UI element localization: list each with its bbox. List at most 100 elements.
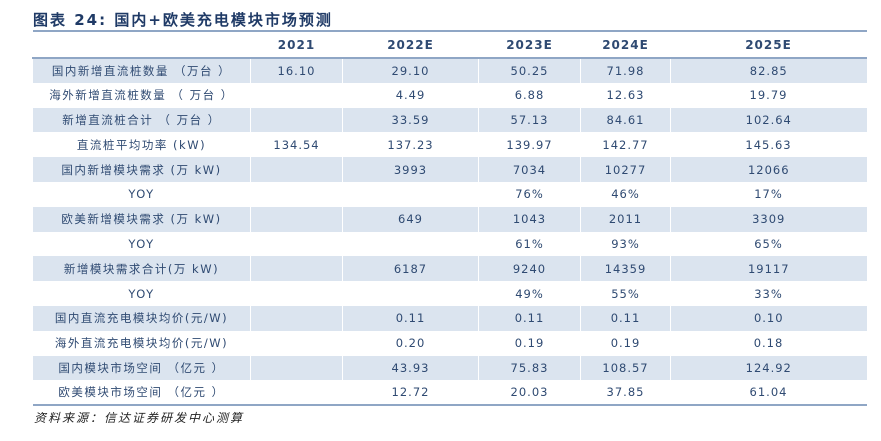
table-title: 图表 24: 国内+欧美充电模块市场预测 xyxy=(33,11,333,29)
table-cell: 50.25 xyxy=(478,58,581,83)
table-cell: 14359 xyxy=(580,256,671,282)
table-cell xyxy=(251,380,343,405)
table-row: YOY 61% 93% 65% xyxy=(33,232,867,257)
column-header: 2022E xyxy=(387,37,434,52)
table-cell: 37.85 xyxy=(606,385,645,400)
table-cell: 9240 xyxy=(478,256,581,282)
row-label: 欧美新增模块需求 (万 kW) xyxy=(32,206,251,232)
column-header: 2023E xyxy=(506,37,553,52)
table-cell: 75.83 xyxy=(478,355,581,381)
table-cell: 16.10 xyxy=(250,58,343,83)
row-label: 海外新增直流桩数量 （ 万台 ） xyxy=(49,88,234,103)
table-row: YOY 49% 55% 33% xyxy=(33,281,867,306)
table-cell: 124.92 xyxy=(670,355,867,381)
table-cell xyxy=(251,232,343,257)
table-cell: 0.11 xyxy=(342,305,479,331)
table-row: 国内新增模块需求 (万 kW) 3993 7034 10277 12066 xyxy=(32,157,867,182)
table-cell xyxy=(251,182,343,207)
table-cell: 3309 xyxy=(670,206,867,232)
column-header: 2024E xyxy=(602,37,649,52)
table-cell: 0.19 xyxy=(610,336,641,351)
table-cell xyxy=(343,232,479,257)
table-cell: 61.04 xyxy=(749,385,788,400)
table-cell: 76% xyxy=(515,187,544,202)
row-label: YOY xyxy=(128,286,155,301)
table-cell: 12066 xyxy=(670,157,867,182)
table-cell: 71.98 xyxy=(580,58,671,83)
table-cell xyxy=(251,281,343,306)
table-cell: 139.97 xyxy=(506,137,553,152)
table-cell: 82.85 xyxy=(670,58,867,83)
table-cell: 108.57 xyxy=(580,355,671,381)
table-row: 国内新增直流桩数量 （万台 ） 16.10 29.10 50.25 71.98 82.85 xyxy=(32,58,867,83)
table-cell: 55% xyxy=(611,286,640,301)
table-row: 新增直流桩合计 （ 万台 ） 33.59 57.13 84.61 102.64 xyxy=(32,107,867,133)
table-cell: 19.79 xyxy=(749,88,788,103)
table-cell: 43.93 xyxy=(342,355,479,381)
table-cell: 61% xyxy=(515,236,544,251)
table-cell: 0.10 xyxy=(670,305,867,331)
column-header: 2021 xyxy=(277,37,316,52)
table-cell: 0.18 xyxy=(753,336,784,351)
table-cell xyxy=(250,206,343,232)
table-cell: 142.77 xyxy=(602,137,649,152)
table-cell: 649 xyxy=(342,206,479,232)
table-cell: 49% xyxy=(515,286,544,301)
table-cell: 33% xyxy=(754,286,783,301)
row-label: 国内新增直流桩数量 （万台 ） xyxy=(32,58,251,83)
table-cell: 46% xyxy=(611,187,640,202)
table-cell: 33.59 xyxy=(342,107,479,133)
table-cell: 137.23 xyxy=(387,137,434,152)
table-row: 新增模块需求合计(万 kW) 6187 9240 14359 19117 xyxy=(32,256,867,282)
table-cell: 2011 xyxy=(580,206,671,232)
row-label: 欧美模块市场空间 （亿元 ） xyxy=(58,385,225,400)
table-cell xyxy=(251,331,343,356)
table-cell: 145.63 xyxy=(745,137,792,152)
table-cell xyxy=(250,107,343,133)
table-cell: 65% xyxy=(754,236,783,251)
table-cell: 6.88 xyxy=(514,88,545,103)
row-label: 直流桩平均功率 (kW) xyxy=(76,137,207,152)
table-cell: 1043 xyxy=(478,206,581,232)
row-label: 海外直流充电模块均价(元/W) xyxy=(54,336,229,351)
row-label: 新增模块需求合计(万 kW) xyxy=(32,256,251,282)
table-row: YOY 76% 46% 17% xyxy=(33,182,867,207)
table-cell: 0.11 xyxy=(580,305,671,331)
table-cell: 12.63 xyxy=(606,88,645,103)
table-row: 直流桩平均功率 (kW) 134.54 137.23 139.97 142.77 145.… xyxy=(33,132,867,157)
header-row: 2021 2022E 2023E 2024E 2025E xyxy=(32,31,867,58)
table-cell: 134.54 xyxy=(273,137,320,152)
row-label: 国内模块市场空间 （亿元 ） xyxy=(32,355,251,381)
table-row: 欧美模块市场空间 （亿元 ） 12.72 20.03 37.85 61.04 xyxy=(32,380,867,406)
table-cell: 3993 xyxy=(342,157,479,182)
table-row: 欧美新增模块需求 (万 kW) 649 1043 2011 3309 xyxy=(32,206,867,232)
table-cell: 12.72 xyxy=(391,385,430,400)
table-cell: 20.03 xyxy=(510,385,549,400)
table-cell: 84.61 xyxy=(580,107,671,133)
table-cell: 0.20 xyxy=(395,336,426,351)
table-cell: 0.19 xyxy=(514,336,545,351)
table-cell: 29.10 xyxy=(342,58,479,83)
table-row: 国内模块市场空间 （亿元 ） 43.93 75.83 108.57 124.92 xyxy=(32,355,867,381)
table-cell xyxy=(250,305,343,331)
table-row: 国内直流充电模块均价(元/W) 0.11 0.11 0.11 0.10 xyxy=(32,305,867,331)
table-cell: 93% xyxy=(611,236,640,251)
table-cell: 7034 xyxy=(478,157,581,182)
row-label: 国内新增模块需求 (万 kW) xyxy=(32,157,251,182)
table-cell xyxy=(250,157,343,182)
table-cell: 4.49 xyxy=(395,88,426,103)
table-cell xyxy=(250,355,343,381)
table-row: 海外直流充电模块均价(元/W) 0.20 0.19 0.19 0.18 xyxy=(33,331,867,356)
column-header: 2025E xyxy=(745,37,792,52)
row-label: YOY xyxy=(128,187,155,202)
market-forecast-table: 2021 2022E 2023E 2024E 2025E 国内新增直流桩数量 （万台 ）… xyxy=(32,30,867,406)
source-note: 资料来源：信达证券研发中心测算 xyxy=(34,411,245,425)
row-label: YOY xyxy=(128,236,155,251)
column-header xyxy=(33,31,251,58)
table-cell: 102.64 xyxy=(670,107,867,133)
row-label: 国内直流充电模块均价(元/W) xyxy=(32,305,251,331)
table-cell xyxy=(343,281,479,306)
table-cell: 10277 xyxy=(580,157,671,182)
table-cell: 0.11 xyxy=(478,305,581,331)
table-cell: 17% xyxy=(754,187,783,202)
